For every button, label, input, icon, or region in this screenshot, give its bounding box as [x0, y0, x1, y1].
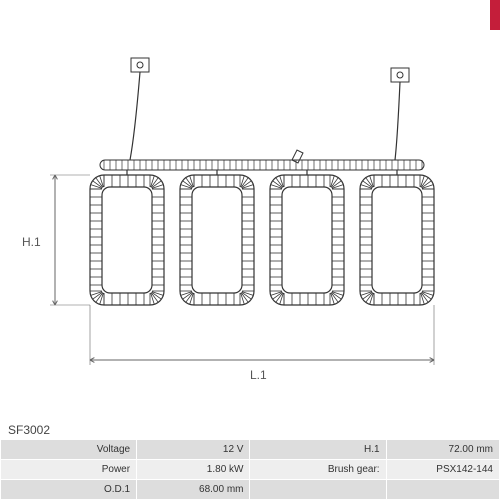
dimension-label-l1: L.1 [250, 368, 267, 382]
spec-table: Voltage12 VH.172.00 mmPower1.80 kWBrush … [0, 439, 500, 500]
spec-key: Voltage [1, 440, 137, 460]
spec-value: PSX142-144 [386, 460, 499, 480]
spec-key: H.1 [250, 440, 386, 460]
dimension-label-h1: H.1 [22, 235, 41, 249]
spec-value [386, 480, 499, 500]
spec-value: 72.00 mm [386, 440, 499, 460]
spec-value: 1.80 kW [137, 460, 250, 480]
part-number: SF3002 [0, 419, 500, 439]
accent-bar [490, 0, 500, 30]
spec-row: Voltage12 VH.172.00 mm [1, 440, 500, 460]
technical-diagram: H.1 L.1 [0, 0, 500, 390]
spec-key: Brush gear: [250, 460, 386, 480]
spec-section: SF3002 Voltage12 VH.172.00 mmPower1.80 k… [0, 419, 500, 500]
spec-key: Power [1, 460, 137, 480]
spec-row: Power1.80 kWBrush gear:PSX142-144 [1, 460, 500, 480]
spec-key [250, 480, 386, 500]
spec-row: O.D.168.00 mm [1, 480, 500, 500]
spec-value: 12 V [137, 440, 250, 460]
spec-key: O.D.1 [1, 480, 137, 500]
spec-value: 68.00 mm [137, 480, 250, 500]
